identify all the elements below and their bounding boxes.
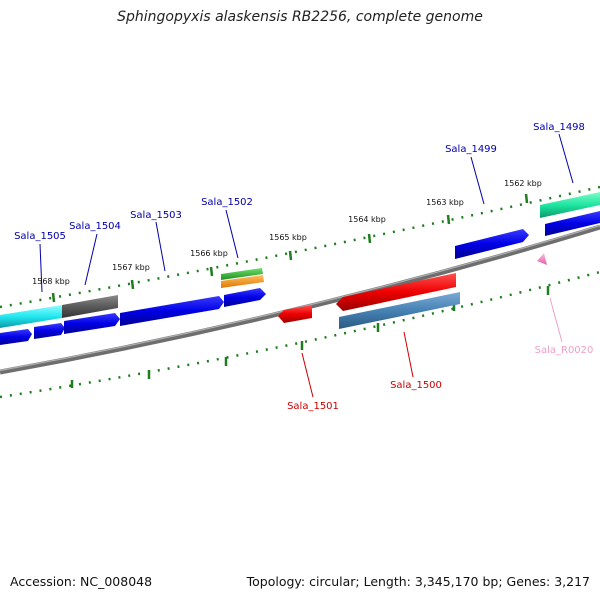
scale-label-1565: 1565 kbp <box>269 233 307 242</box>
reverse-genes <box>278 253 547 329</box>
gene-sala-1500-steel[interactable] <box>339 292 460 329</box>
scale-ruler-inner <box>0 270 600 399</box>
gene-sala-1502-orange[interactable] <box>221 275 264 288</box>
map-title: Sphingopyxis alaskensis RB2256, complete… <box>117 9 483 25</box>
tick-1562 <box>524 193 529 204</box>
gene-sala-1501[interactable] <box>278 305 312 323</box>
scale-label-1568: 1568 kbp <box>32 277 70 286</box>
gene-sala-1504-blue[interactable] <box>64 313 120 334</box>
gene-blue-2[interactable] <box>34 323 65 339</box>
scale-label-1567: 1567 kbp <box>112 263 150 272</box>
gene-blue-right[interactable] <box>545 211 600 236</box>
gene-sala-1500[interactable] <box>336 273 456 311</box>
label-sala-1502[interactable]: Sala_1502 <box>201 197 253 208</box>
tick-1566 <box>209 266 214 277</box>
scale-label-1562: 1562 kbp <box>504 179 542 188</box>
gene-sala-1503[interactable] <box>120 296 224 326</box>
tick-1563 <box>446 214 451 225</box>
label-sala-1498[interactable]: Sala_1498 <box>533 122 585 133</box>
gene-sala-1502-blue[interactable] <box>224 288 266 307</box>
gene-sala-1505[interactable] <box>0 305 62 328</box>
genome-backbone <box>0 224 600 375</box>
scale-label-1566: 1566 kbp <box>190 249 228 258</box>
scale-label-1564: 1564 kbp <box>348 215 386 224</box>
label-sala-1500[interactable]: Sala_1500 <box>390 380 442 391</box>
forward-genes-upper <box>0 192 600 328</box>
topology-text: Topology: circular; Length: 3,345,170 bp… <box>246 574 590 589</box>
label-sala-1505[interactable]: Sala_1505 <box>14 231 66 242</box>
gene-sala-r0020[interactable] <box>537 253 547 265</box>
label-sala-r0020[interactable]: Sala_R0020 <box>535 345 594 356</box>
tick-1564 <box>367 233 372 244</box>
scale-labels: 1568 kbp 1567 kbp 1566 kbp 1565 kbp 1564… <box>32 179 542 286</box>
label-sala-1504[interactable]: Sala_1504 <box>69 221 121 232</box>
label-sala-1503[interactable]: Sala_1503 <box>130 210 182 221</box>
label-sala-1501[interactable]: Sala_1501 <box>287 401 339 412</box>
gene-sala-1499[interactable] <box>455 229 529 259</box>
label-sala-1499[interactable]: Sala_1499 <box>445 144 497 155</box>
scale-ruler-outer <box>0 185 600 309</box>
gene-blue-1[interactable] <box>0 329 32 345</box>
label-leaders <box>39 133 574 398</box>
scale-label-1563: 1563 kbp <box>426 198 464 207</box>
tick-1565 <box>288 250 293 261</box>
gene-labels: Sala_1505 Sala_1504 Sala_1503 Sala_1502 … <box>14 122 593 412</box>
forward-genes-lower <box>0 211 600 345</box>
tick-1568 <box>51 292 56 303</box>
gene-sala-1498[interactable] <box>540 192 600 218</box>
gene-sala-1502-green[interactable] <box>221 268 263 280</box>
accession-text: Accession: NC_008048 <box>10 574 153 589</box>
gene-sala-1504[interactable] <box>62 295 118 318</box>
tick-1567 <box>130 279 135 290</box>
